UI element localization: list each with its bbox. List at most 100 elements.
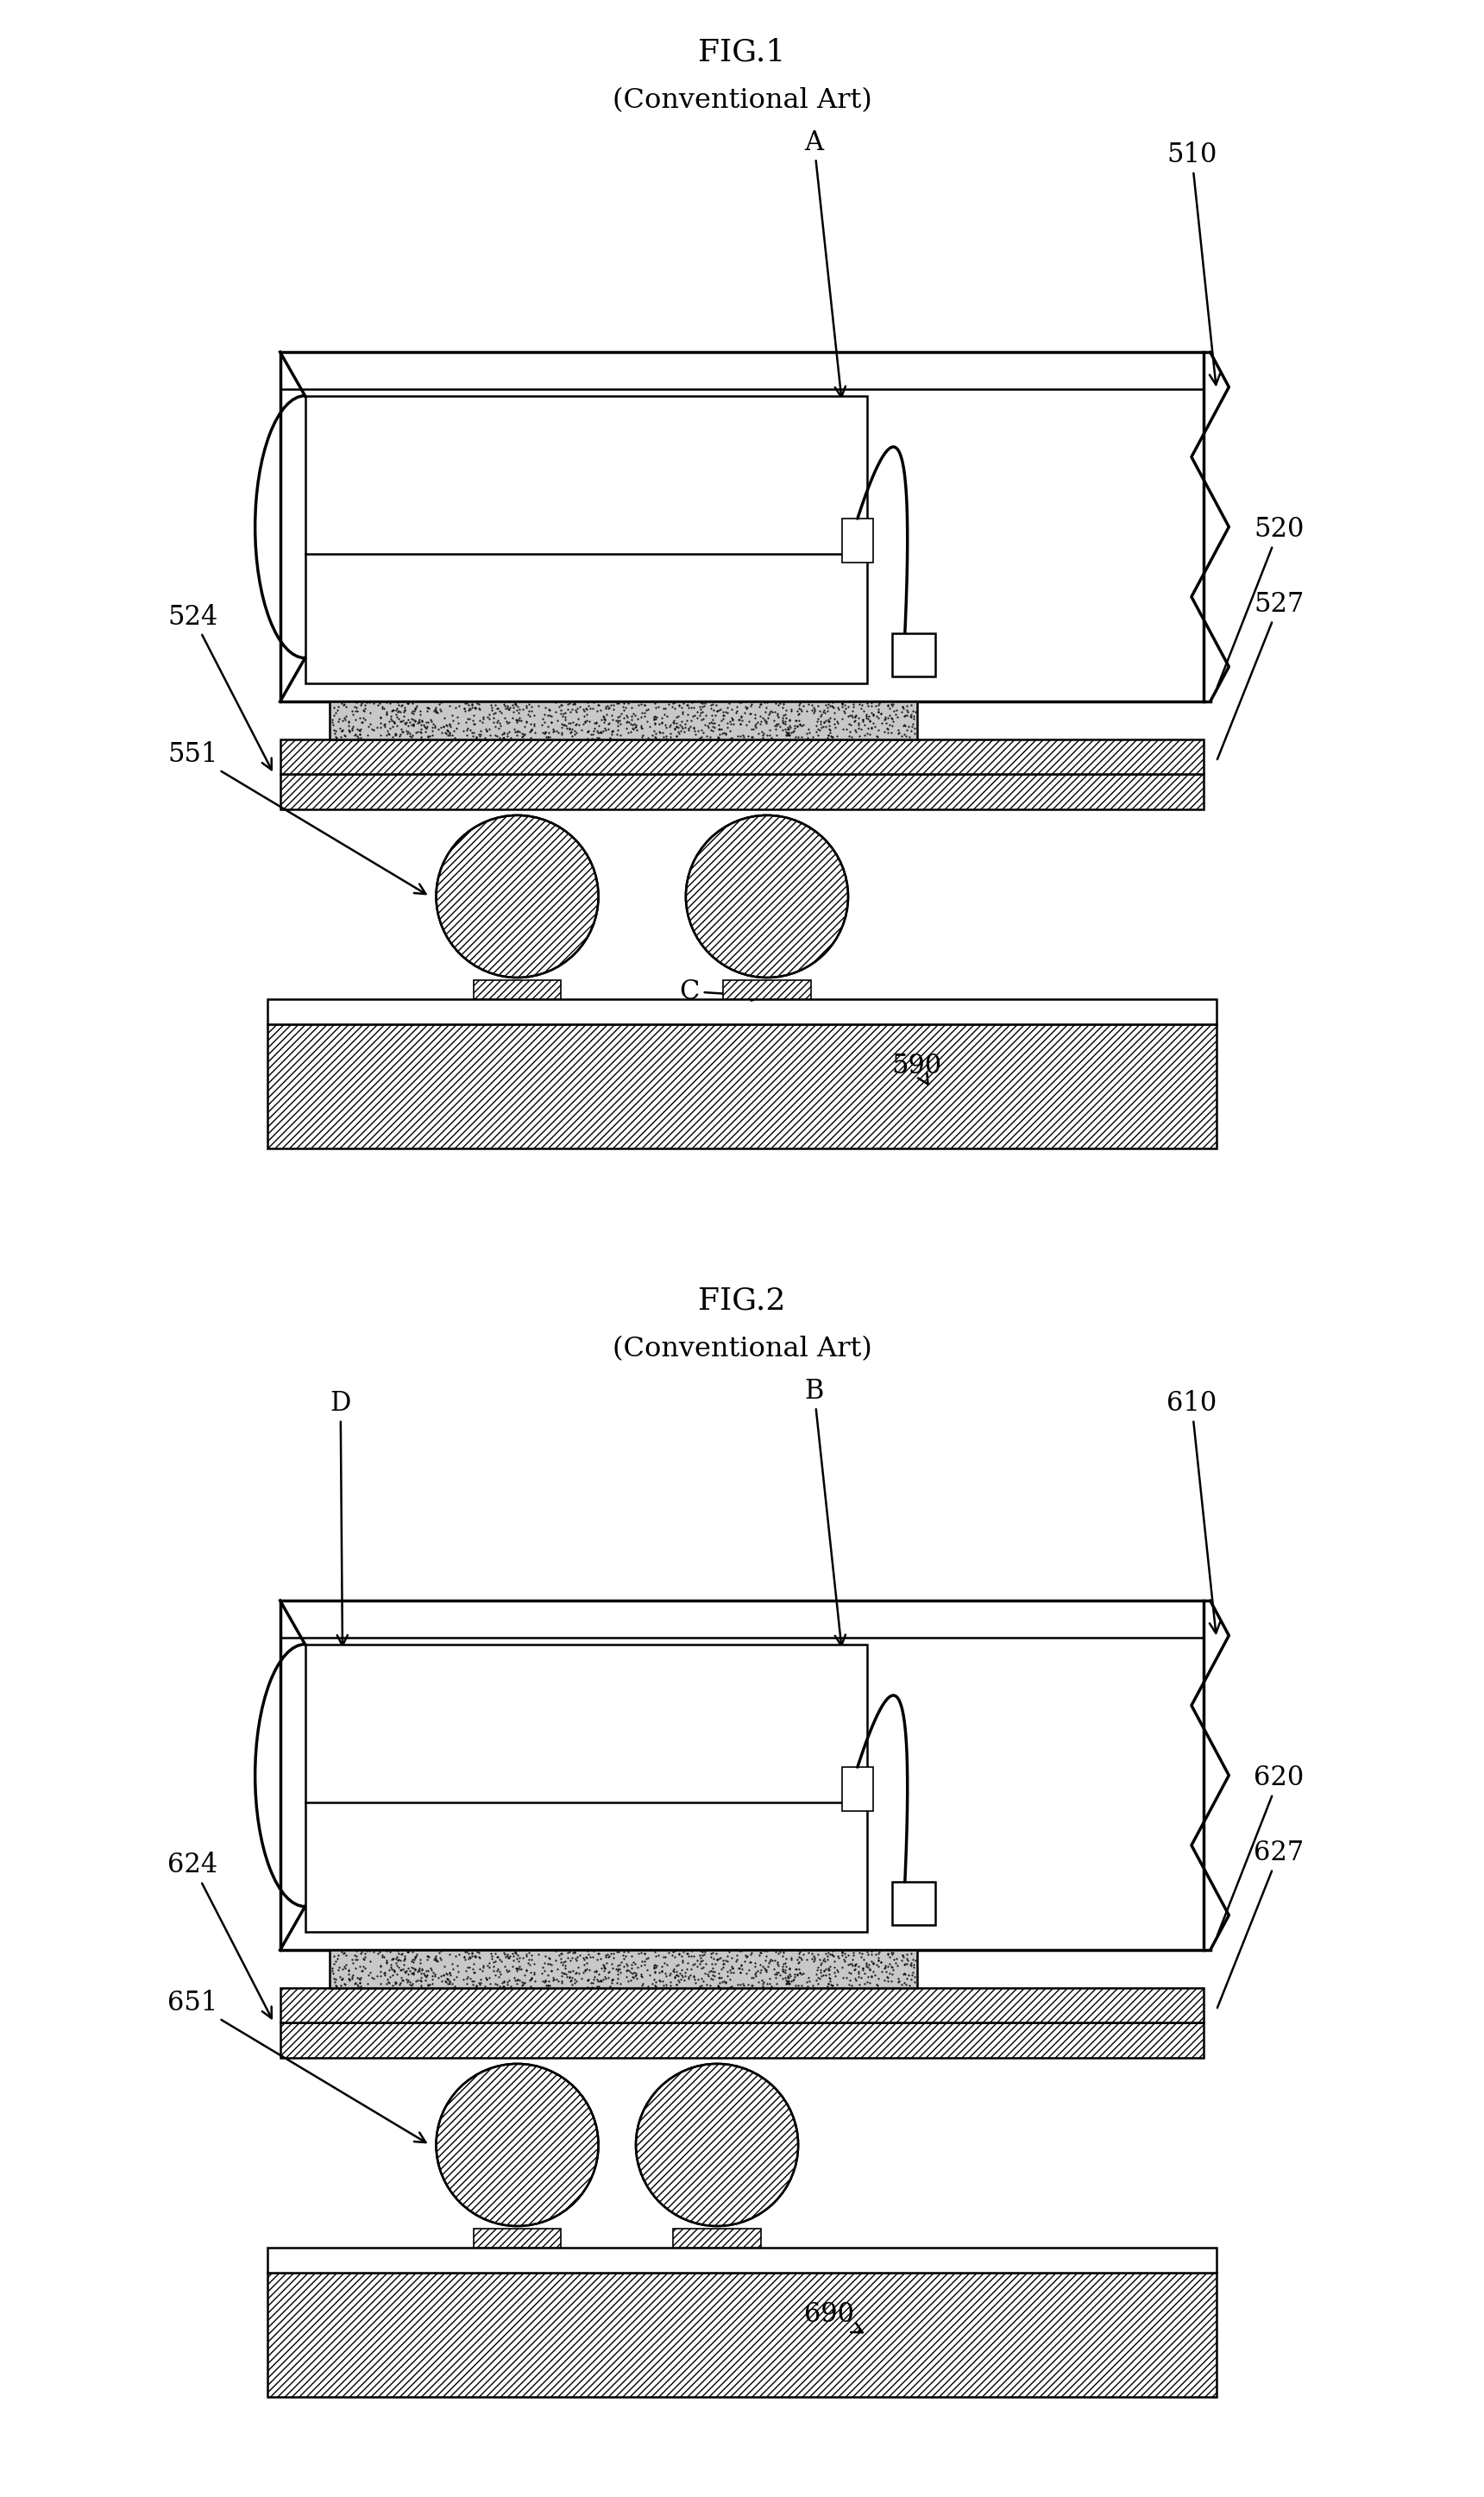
Point <box>651 1965 675 2005</box>
Point <box>505 702 528 742</box>
Point <box>473 1958 497 1998</box>
Point <box>738 702 761 742</box>
Point <box>546 712 570 752</box>
Point <box>395 702 418 742</box>
Point <box>855 714 879 754</box>
Point <box>353 1948 377 1988</box>
Point <box>773 1950 797 1990</box>
Point <box>559 1938 583 1978</box>
Point <box>545 1960 568 2000</box>
Point <box>651 1938 675 1978</box>
Point <box>464 1933 488 1973</box>
Point <box>643 699 666 739</box>
Point <box>775 699 798 739</box>
Point <box>467 1963 491 2003</box>
Point <box>654 1965 678 2005</box>
Point <box>349 684 372 724</box>
Point <box>881 1933 905 1973</box>
Point <box>395 684 418 724</box>
Point <box>462 699 485 739</box>
Point <box>540 702 564 742</box>
Point <box>598 684 622 724</box>
Point <box>505 699 528 739</box>
Point <box>475 1960 499 2000</box>
Point <box>462 694 485 734</box>
Point <box>675 1933 699 1973</box>
Point <box>416 717 439 757</box>
Point <box>659 704 683 744</box>
Point <box>729 1953 752 1993</box>
Point <box>505 1940 528 1980</box>
Point <box>586 1960 610 2000</box>
Point <box>595 1935 619 1975</box>
Point <box>499 687 522 727</box>
Point <box>605 709 629 749</box>
Point <box>775 689 798 729</box>
Point <box>347 714 371 754</box>
Point <box>746 1950 770 1990</box>
Point <box>470 697 494 737</box>
Point <box>413 707 436 747</box>
Point <box>384 714 408 754</box>
Point <box>414 709 438 749</box>
Point <box>453 689 476 729</box>
Point <box>435 714 459 754</box>
Point <box>859 1930 883 1970</box>
Point <box>392 1940 416 1980</box>
Point <box>779 714 803 754</box>
Point <box>778 707 801 747</box>
Point <box>423 689 447 729</box>
Point <box>772 682 795 722</box>
Point <box>665 1965 689 2005</box>
Point <box>537 689 561 729</box>
Point <box>789 1955 813 1995</box>
Point <box>702 704 726 744</box>
Point <box>677 1958 700 1998</box>
Point <box>551 1960 574 2000</box>
Point <box>429 1955 453 1995</box>
Point <box>870 1943 893 1983</box>
Point <box>402 1940 426 1980</box>
Point <box>689 1938 712 1978</box>
Point <box>681 1935 705 1975</box>
Point <box>666 1945 690 1985</box>
Point <box>393 704 417 744</box>
Point <box>877 704 901 744</box>
Point <box>344 1935 368 1975</box>
Point <box>482 1950 506 1990</box>
Point <box>855 684 879 724</box>
Point <box>844 1945 868 1985</box>
Point <box>539 1943 562 1983</box>
Point <box>359 1953 383 1993</box>
Point <box>445 1958 469 1998</box>
Point <box>554 707 577 747</box>
Point <box>493 1948 516 1988</box>
Point <box>751 1965 775 2005</box>
Point <box>720 699 743 739</box>
Point <box>855 694 879 734</box>
Point <box>791 687 815 727</box>
Point <box>711 692 735 732</box>
Point <box>665 1955 689 1995</box>
Point <box>629 1933 653 1973</box>
Point <box>555 1958 579 1998</box>
Point <box>696 707 720 747</box>
Point <box>322 687 346 727</box>
Point <box>386 692 410 732</box>
Point <box>846 1958 870 1998</box>
Point <box>773 694 797 734</box>
Point <box>561 1965 585 2005</box>
Point <box>810 1955 834 1995</box>
Point <box>720 1948 743 1988</box>
Point <box>769 1930 792 1970</box>
Point <box>625 709 649 749</box>
Circle shape <box>436 2063 598 2227</box>
Point <box>353 1933 377 1973</box>
Point <box>594 689 617 729</box>
Point <box>441 714 464 754</box>
Point <box>361 1933 384 1973</box>
Point <box>687 719 711 759</box>
Point <box>729 1965 752 2005</box>
Point <box>372 704 396 744</box>
Point <box>614 1958 638 1998</box>
